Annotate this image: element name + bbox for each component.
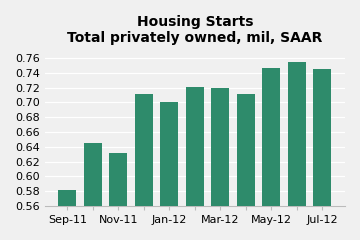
Bar bbox=[262, 68, 280, 240]
Bar bbox=[109, 153, 127, 240]
Bar bbox=[186, 87, 204, 240]
Bar bbox=[84, 143, 102, 240]
Bar bbox=[314, 69, 331, 240]
Title: Housing Starts
Total privately owned, mil, SAAR: Housing Starts Total privately owned, mi… bbox=[67, 15, 323, 45]
Bar bbox=[135, 94, 153, 240]
Bar bbox=[211, 88, 229, 240]
Bar bbox=[58, 190, 76, 240]
Bar bbox=[288, 62, 306, 240]
Bar bbox=[161, 102, 178, 240]
Bar bbox=[237, 94, 255, 240]
